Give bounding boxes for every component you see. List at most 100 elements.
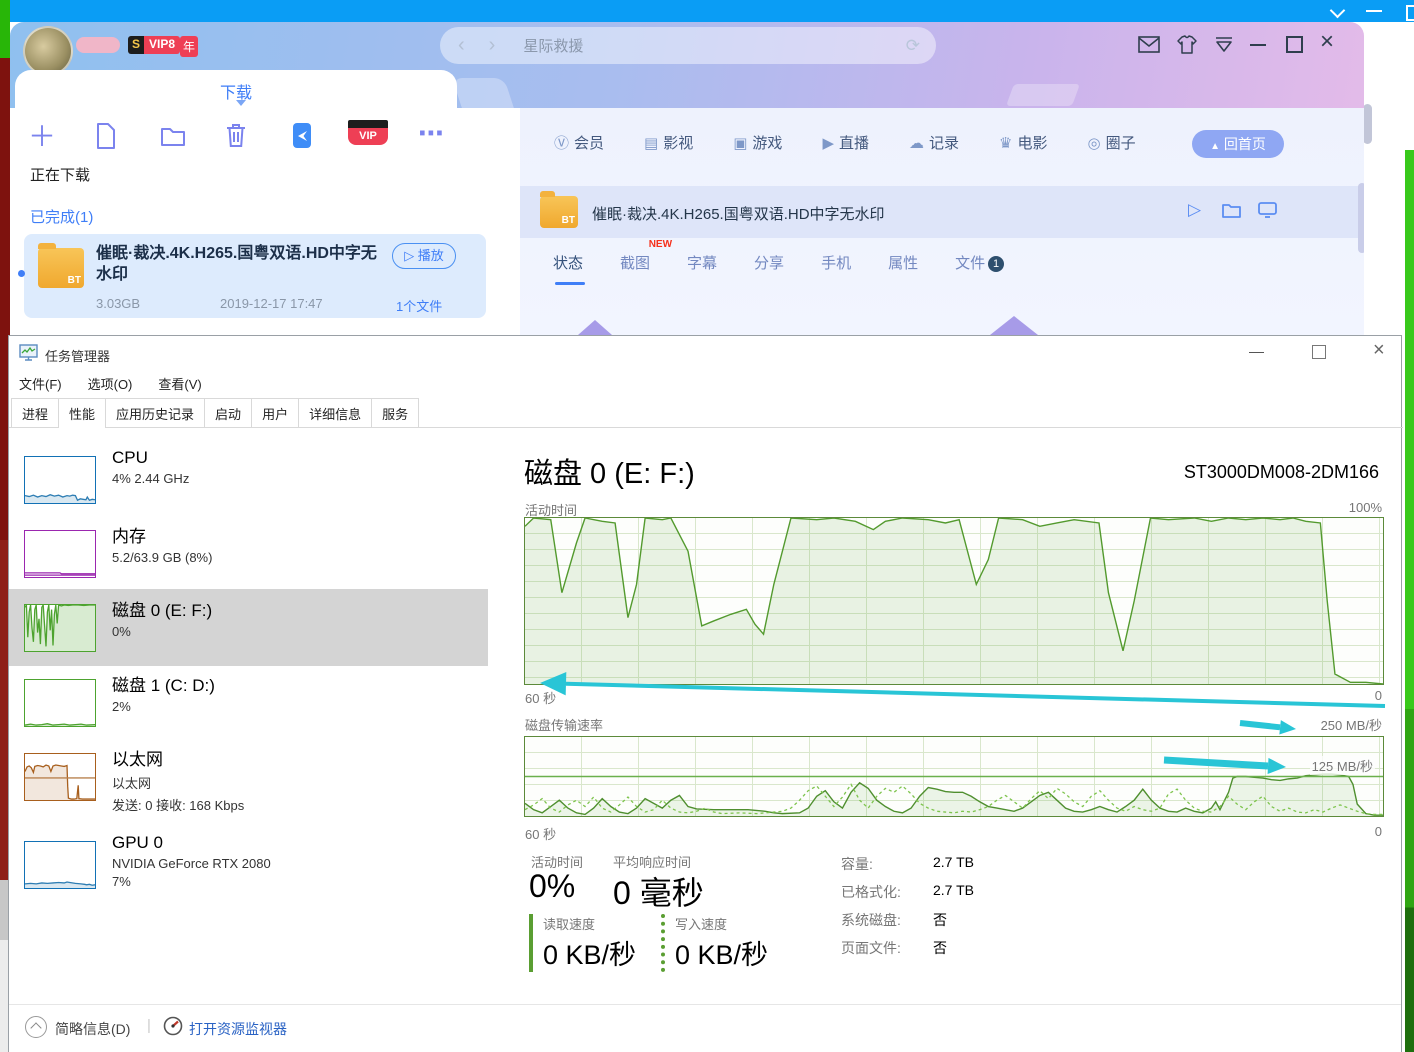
resource-monitor-icon[interactable]	[163, 1016, 183, 1041]
nav-live[interactable]: ▶ 直播	[822, 134, 869, 153]
desktop-edge-left	[0, 0, 10, 1052]
tab-strip: 进程 性能 应用历史记录 启动 用户 详细信息 服务	[9, 398, 1403, 428]
tab-details[interactable]: 详细信息	[298, 398, 373, 427]
tm-minimize-button[interactable]	[1249, 352, 1264, 353]
tab-download[interactable]: 下载	[15, 70, 457, 108]
tab-services[interactable]: 服务	[371, 398, 420, 427]
add-task-button[interactable]: ＋	[28, 121, 57, 152]
search-input[interactable]: 星际救援	[523, 38, 584, 55]
item-title[interactable]: 催眠·裁决.4K.H265.国粤双语.HD中字无水印	[96, 245, 377, 283]
maximize-icon[interactable]	[1406, 5, 1414, 21]
sidebar-item-disk0[interactable]	[24, 604, 96, 652]
tab-app-history[interactable]: 应用历史记录	[105, 398, 206, 427]
collapse-icon[interactable]	[25, 1016, 47, 1038]
tab-performance[interactable]: 性能	[58, 398, 107, 428]
panel-scrollbar[interactable]	[1358, 183, 1364, 253]
tab-screenshots[interactable]: 截图 NEW	[620, 239, 673, 272]
search-bar[interactable]: ‹ › 星际救援 ⟳	[440, 27, 936, 64]
menu-view[interactable]: 查看(V)	[158, 377, 202, 392]
chart1-x-right: 0	[1374, 688, 1382, 703]
sidebar-item-disk1[interactable]	[24, 679, 96, 727]
home-button[interactable]: ▲ 回首页	[1192, 130, 1284, 158]
download-panel: ＋ VIP ⋯ 正在下载 已完成(1)	[10, 108, 520, 335]
open-folder-icon[interactable]	[160, 125, 186, 152]
maximize-button[interactable]	[1286, 36, 1303, 53]
filter-icon[interactable]	[1214, 37, 1234, 58]
sidebar-item-memory[interactable]	[24, 530, 96, 578]
sidebar-item-cpu-text[interactable]: CPU 4% 2.44 GHz	[112, 448, 190, 486]
read-speed-value: 0 KB/秒	[543, 940, 637, 970]
tab-share[interactable]: 分享	[754, 255, 785, 272]
nav-records[interactable]: ☁ 记录	[909, 134, 960, 153]
menu-file[interactable]: 文件(F)	[19, 377, 62, 392]
nav-cinema[interactable]: ♛ 电影	[999, 134, 1048, 153]
nav-movies[interactable]: ▤ 影视	[644, 134, 694, 153]
summary-toggle[interactable]: 简略信息(D)	[55, 1021, 131, 1037]
tm-maximize-button[interactable]	[1312, 345, 1326, 359]
nav-games[interactable]: ▣ 游戏	[733, 134, 783, 153]
sidebar-item-disk1-text[interactable]: 磁盘 1 (C: D:) 2%	[112, 676, 215, 714]
phone-transfer-icon[interactable]	[292, 122, 312, 154]
item-dot	[18, 270, 25, 277]
nav-member[interactable]: Ⓥ 会员	[554, 132, 604, 153]
file-cast-icon[interactable]	[1258, 202, 1277, 223]
sidebar-item-cpu[interactable]	[24, 456, 96, 504]
avatar[interactable]	[23, 26, 73, 76]
nav-circle[interactable]: ◎ 圈子	[1087, 134, 1136, 153]
chart2-max-label: 250 MB/秒	[1320, 718, 1382, 733]
skin-icon[interactable]	[1176, 35, 1198, 59]
memory-mini-chart	[24, 530, 96, 578]
open-resource-monitor-link[interactable]: 打开资源监视器	[189, 1021, 287, 1037]
tab-subtitles[interactable]: 字幕	[687, 255, 718, 272]
file-row[interactable]: BT 催眠·裁决.4K.H265.国粤双语.HD中字无水印 ▷	[520, 186, 1364, 238]
tm-close-button[interactable]: ×	[1373, 339, 1385, 361]
play-button[interactable]: ▷ 播放	[392, 243, 456, 269]
vip-badge[interactable]: S VIP8	[128, 36, 181, 54]
tab-download-label: 下载	[219, 85, 252, 102]
tab-status[interactable]: 状态	[553, 252, 586, 285]
member-icon: Ⓥ	[554, 135, 570, 152]
menu-options[interactable]: 选项(O)	[87, 377, 133, 392]
tab-users[interactable]: 用户	[251, 398, 300, 427]
chevron-down-icon[interactable]	[1329, 2, 1346, 19]
tab-phone[interactable]: 手机	[821, 255, 852, 272]
ethernet-mini-chart	[24, 753, 96, 801]
task-manager-window: 任务管理器 × 文件(F) 选项(O) 查看(V) 进程 性能 应用历史记录 启…	[8, 335, 1403, 1052]
section-completed[interactable]: 已完成(1)	[30, 209, 94, 226]
file-title: 催眠·裁决.4K.H265.国粤双语.HD中字无水印	[592, 206, 885, 223]
file-folder-icon[interactable]	[1222, 202, 1241, 223]
download-item[interactable]: BT 催眠·裁决.4K.H265.国粤双语.HD中字无水印 ▷ 播放 3.03G…	[18, 234, 486, 318]
tab-properties[interactable]: 属性	[888, 255, 919, 272]
sidebar-item-ethernet[interactable]	[24, 753, 96, 801]
avg-response-value: 0 毫秒	[613, 875, 704, 911]
sidebar-item-memory-text[interactable]: 内存 5.2/63.9 GB (8%)	[112, 527, 213, 565]
forward-icon[interactable]: ›	[488, 34, 496, 56]
sidebar-item-gpu[interactable]	[24, 841, 96, 889]
back-icon[interactable]: ‹	[458, 34, 465, 56]
file-play-icon[interactable]: ▷	[1188, 200, 1202, 219]
tab-processes[interactable]: 进程	[11, 398, 60, 427]
sidebar-item-disk0-text[interactable]: 磁盘 0 (E: F:) 0%	[112, 601, 213, 639]
more-icon[interactable]: ⋯	[418, 118, 444, 148]
trash-icon[interactable]	[225, 123, 247, 153]
background-scrollbar[interactable]	[1363, 104, 1372, 144]
sidebar-item-ethernet-text[interactable]: 以太网 以太网 发送: 0 接收: 168 Kbps	[112, 750, 245, 813]
chart2-label: 磁盘传输速率	[525, 718, 604, 733]
item-size: 3.03GB	[96, 296, 141, 311]
vip-speedup-icon[interactable]: VIP	[348, 120, 388, 145]
item-files[interactable]: 1个文件	[396, 299, 443, 314]
sidebar-item-gpu-text[interactable]: GPU 0 NVIDIA GeForce RTX 2080 7%	[112, 833, 271, 889]
refresh-icon[interactable]: ⟳	[905, 35, 920, 55]
section-downloading[interactable]: 正在下载	[30, 167, 91, 184]
write-speed-label: 写入速度	[675, 917, 728, 932]
minimize-icon[interactable]	[1366, 10, 1382, 12]
tab-files[interactable]: 文件 1	[955, 252, 1005, 273]
chart2-x-left: 60 秒	[525, 827, 557, 842]
minimize-button[interactable]	[1250, 44, 1266, 46]
thunder-header: S VIP8 年 ‹ › 星际救援 ⟳ ×	[10, 22, 1364, 108]
close-button[interactable]: ×	[1320, 28, 1335, 55]
new-file-icon[interactable]	[95, 123, 117, 154]
tab-startup[interactable]: 启动	[204, 398, 253, 427]
mail-icon[interactable]	[1138, 36, 1160, 58]
